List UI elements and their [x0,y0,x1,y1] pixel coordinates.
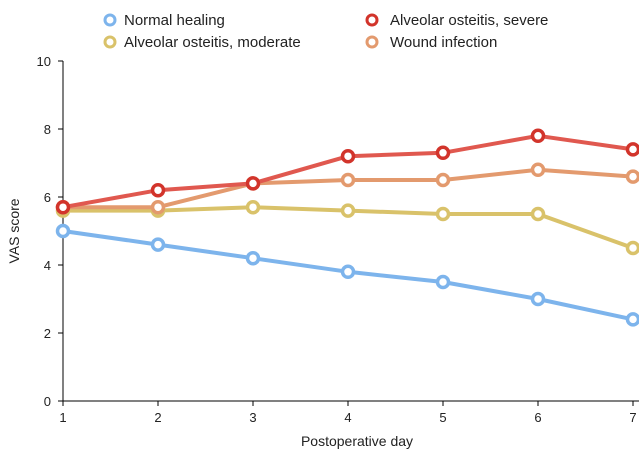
legend-label: Alveolar osteitis, severe [390,12,548,29]
data-point [530,206,546,222]
data-point [245,250,261,266]
data-point [625,169,639,184]
x-tick-label: 5 [439,410,446,425]
y-tick-label: 6 [44,190,51,205]
y-tick-label: 8 [44,122,51,137]
x-tick-label: 6 [534,410,541,425]
data-point [435,145,451,161]
x-tick-label: 7 [629,410,636,425]
data-point [340,203,356,218]
data-point [435,206,451,222]
y-tick-label: 10 [37,54,51,69]
data-point [625,240,639,256]
y-axis-title: VAS score [6,198,22,263]
data-point [530,162,546,178]
legend-marker [365,13,379,27]
data-point [340,148,356,164]
legend-label: Alveolar osteitis, moderate [124,34,301,51]
x-axis-title: Postoperative day [301,433,413,449]
data-point [340,264,356,280]
data-point [55,199,71,215]
data-point [530,291,546,307]
legend: Normal healing Alveolar osteitis, severe A… [103,12,548,51]
legend-marker [365,35,379,49]
legend-marker [103,35,117,49]
data-point [340,172,356,188]
data-point [245,176,261,191]
x-tick-label: 2 [154,410,161,425]
legend-label: Normal healing [124,12,225,29]
y-tick-label: 2 [44,326,51,341]
data-point [435,274,451,290]
data-point [245,199,261,215]
x-tick-label: 3 [249,410,256,425]
data-point [435,172,451,188]
y-tick-label: 4 [44,258,51,273]
data-point [625,142,639,157]
data-point [150,237,166,252]
x-tick-label: 4 [344,410,351,425]
series-points [55,128,639,327]
data-point [150,199,166,215]
x-tick-label: 1 [59,410,66,425]
legend-marker [103,13,117,27]
data-point [55,223,71,239]
data-point [150,182,166,198]
data-point [530,128,546,144]
y-tick-label: 0 [44,394,51,409]
data-point [625,312,639,327]
legend-label: Wound infection [390,34,497,51]
